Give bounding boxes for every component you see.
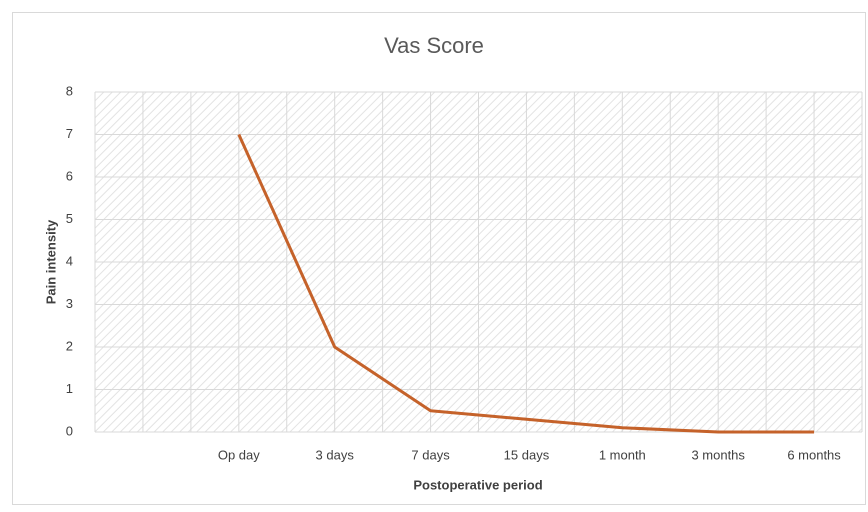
x-axis-label: Postoperative period: [413, 477, 542, 492]
y-tick-label: 2: [66, 338, 73, 353]
y-tick-label: 5: [66, 211, 73, 226]
x-tick-label: 6 months: [787, 447, 841, 462]
x-tick-label: Op day: [218, 447, 260, 462]
y-axis-label: Pain intensity: [43, 219, 58, 304]
y-tick-label: 4: [66, 253, 73, 268]
data-line: [237, 133, 815, 434]
y-tick-label: 7: [66, 126, 73, 141]
x-tick-label: 3 months: [691, 447, 745, 462]
y-tick-label: 6: [66, 168, 73, 183]
y-tick-label: 1: [66, 381, 73, 396]
y-tick-label: 0: [66, 423, 73, 438]
x-tick-label: 1 month: [599, 447, 646, 462]
y-tick-label: 8: [66, 83, 73, 98]
x-tick-label: 3 days: [316, 447, 355, 462]
x-tick-label: 7 days: [411, 447, 450, 462]
y-tick-label: 3: [66, 296, 73, 311]
chart-title: Vas Score: [384, 33, 484, 58]
x-tick-label: 15 days: [504, 447, 550, 462]
